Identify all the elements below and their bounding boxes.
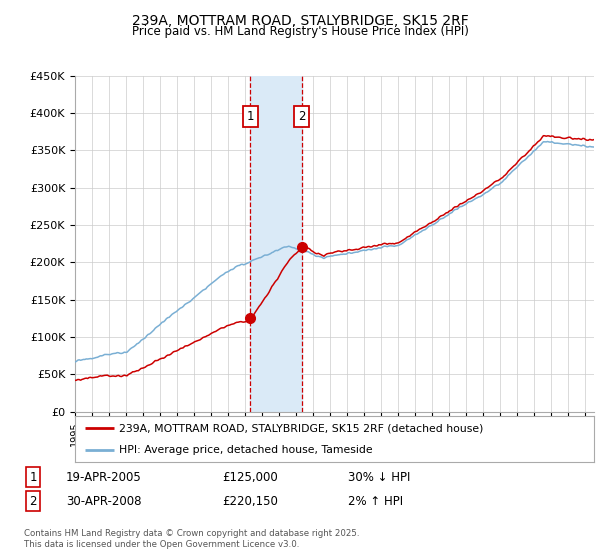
Text: 30-APR-2008: 30-APR-2008 (66, 494, 142, 508)
Text: £220,150: £220,150 (222, 494, 278, 508)
Text: £125,000: £125,000 (222, 470, 278, 484)
Text: 2: 2 (298, 110, 305, 123)
Text: Contains HM Land Registry data © Crown copyright and database right 2025.
This d: Contains HM Land Registry data © Crown c… (24, 529, 359, 549)
Bar (250, 76, 302, 412)
Text: 239A, MOTTRAM ROAD, STALYBRIDGE, SK15 2RF (detached house): 239A, MOTTRAM ROAD, STALYBRIDGE, SK15 2R… (119, 423, 484, 433)
Text: HPI: Average price, detached house, Tameside: HPI: Average price, detached house, Tame… (119, 445, 373, 455)
Text: 2: 2 (29, 494, 37, 508)
Text: 239A, MOTTRAM ROAD, STALYBRIDGE, SK15 2RF: 239A, MOTTRAM ROAD, STALYBRIDGE, SK15 2R… (131, 14, 469, 28)
Text: 19-APR-2005: 19-APR-2005 (66, 470, 142, 484)
Text: Price paid vs. HM Land Registry's House Price Index (HPI): Price paid vs. HM Land Registry's House … (131, 25, 469, 38)
Text: 30% ↓ HPI: 30% ↓ HPI (348, 470, 410, 484)
Text: 1: 1 (29, 470, 37, 484)
Text: 1: 1 (247, 110, 254, 123)
Text: 2% ↑ HPI: 2% ↑ HPI (348, 494, 403, 508)
